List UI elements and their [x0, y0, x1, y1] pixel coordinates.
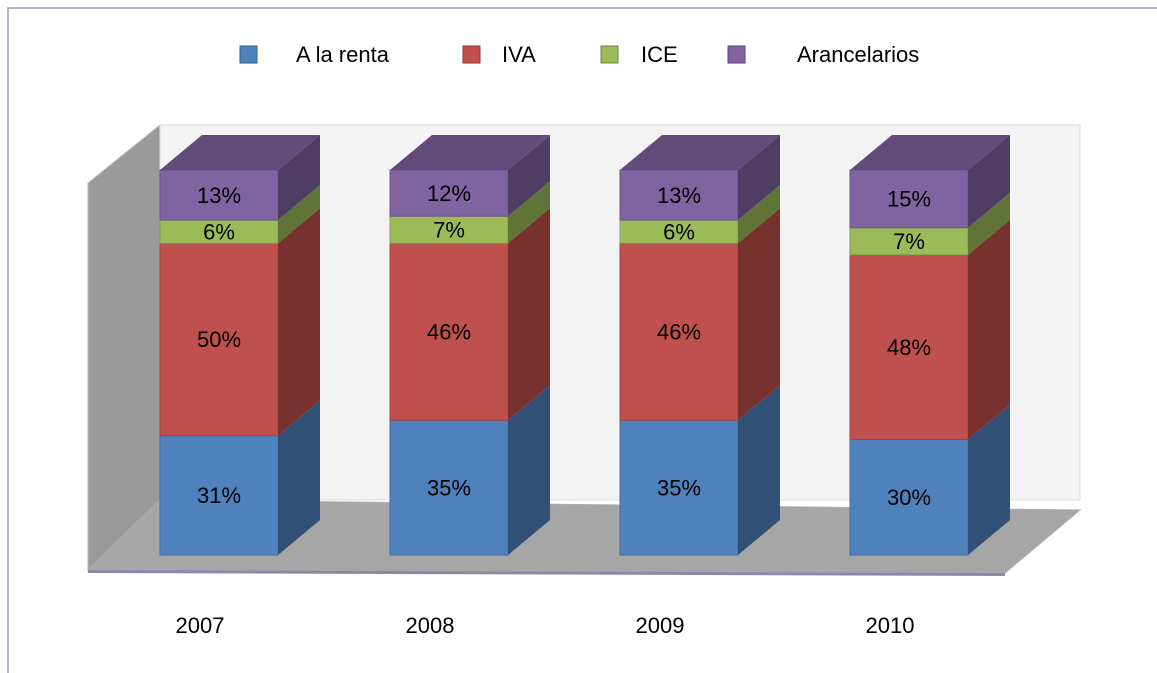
bar-side	[508, 385, 550, 555]
bar-side	[508, 208, 550, 421]
bar	[849, 227, 969, 256]
value-label: 6%	[203, 219, 235, 244]
bar	[389, 242, 509, 421]
bar-side	[968, 219, 1010, 440]
bar	[389, 419, 509, 556]
value-label: 35%	[427, 475, 471, 500]
bar-side	[278, 135, 320, 221]
bar-top	[620, 135, 780, 170]
value-label: 46%	[657, 320, 701, 345]
bar-top	[160, 135, 320, 170]
bar	[619, 242, 739, 421]
value-label: 13%	[657, 183, 701, 208]
bar-side	[738, 385, 780, 555]
side-wall	[87, 123, 161, 572]
value-label: 35%	[657, 475, 701, 500]
legend-marker	[239, 45, 258, 64]
floor-edge	[88, 570, 1005, 576]
value-label: 48%	[887, 335, 931, 360]
bar	[619, 419, 739, 556]
value-label: 46%	[427, 320, 471, 345]
value-label: 31%	[197, 483, 241, 508]
bar-side	[508, 135, 550, 217]
value-label: 12%	[427, 181, 471, 206]
value-label: 6%	[663, 219, 695, 244]
x-tick-label: 2007	[176, 613, 225, 638]
bar	[849, 439, 969, 556]
bar-side	[738, 185, 780, 244]
bar	[159, 169, 279, 221]
bar-side	[738, 135, 780, 221]
bar	[159, 435, 279, 556]
bar-side	[278, 185, 320, 244]
bar-side	[968, 135, 1010, 228]
bar-top	[390, 135, 550, 170]
bar	[389, 169, 509, 217]
legend-marker	[727, 45, 746, 64]
bar-top	[850, 135, 1010, 170]
bar-side	[738, 208, 780, 421]
legend-marker	[600, 45, 619, 64]
bar	[849, 169, 969, 229]
bar-side	[968, 192, 1010, 255]
x-tick-label: 2009	[636, 613, 685, 638]
legend-label: Arancelarios	[797, 42, 919, 67]
legend-label: ICE	[641, 42, 678, 67]
bar-side	[278, 400, 320, 555]
value-label: 7%	[433, 217, 465, 242]
bar-side	[508, 181, 550, 244]
x-tick-label: 2010	[866, 613, 915, 638]
value-label: 7%	[893, 229, 925, 254]
legend-label: IVA	[502, 42, 536, 67]
bar	[619, 169, 739, 221]
value-label: 30%	[887, 485, 931, 510]
value-label: 50%	[197, 327, 241, 352]
bar-side	[278, 208, 320, 436]
legend-label: A la renta	[296, 42, 390, 67]
x-tick-label: 2008	[406, 613, 455, 638]
value-label: 13%	[197, 183, 241, 208]
bar	[849, 254, 969, 440]
value-label: 15%	[887, 187, 931, 212]
bar-side	[968, 404, 1010, 555]
bar	[159, 242, 279, 437]
legend-marker	[462, 45, 481, 64]
